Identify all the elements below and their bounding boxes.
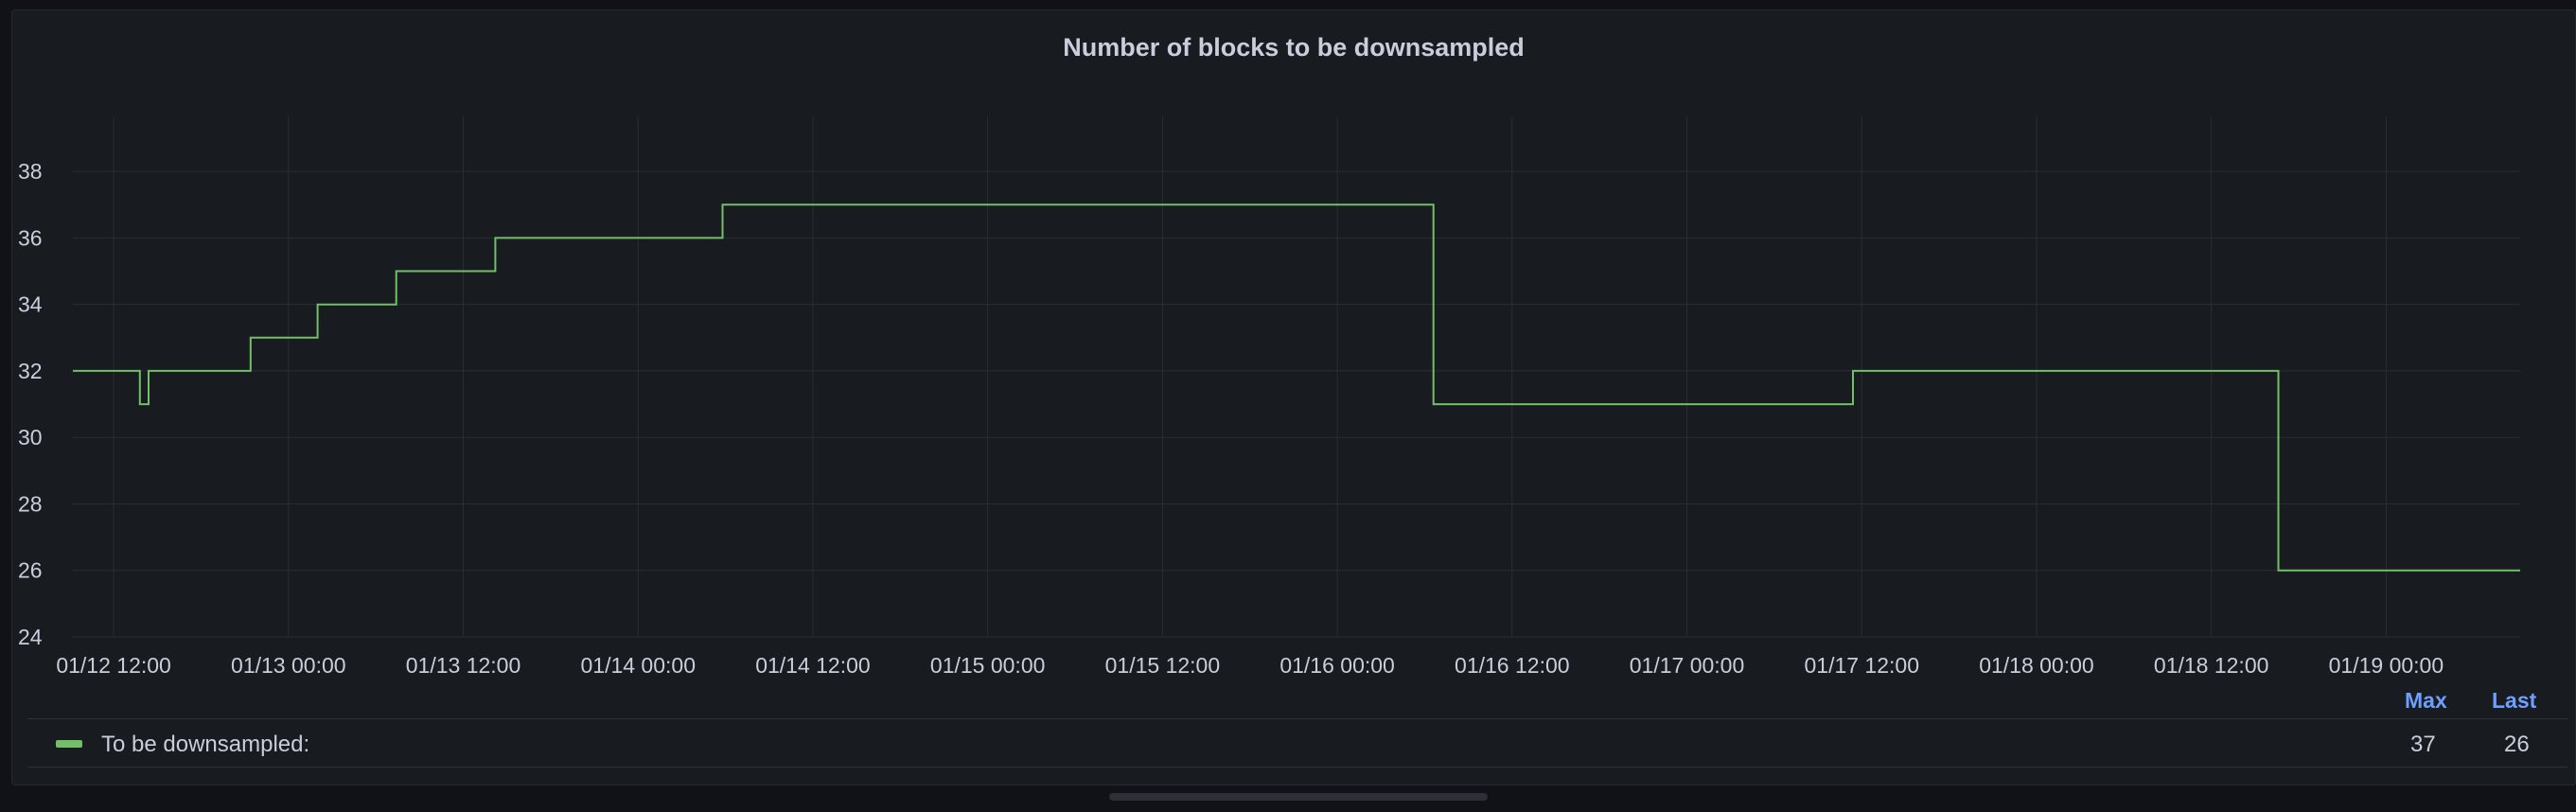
legend-row[interactable]: To be downsampled: 37 26 (27, 718, 2567, 768)
x-tick-label: 01/18 12:00 (2154, 653, 2269, 678)
legend-max-value: 37 (2410, 732, 2436, 757)
chart-panel: Number of blocks to be downsampled 24 26 2… (11, 9, 2576, 786)
x-tick-label: 01/13 12:00 (406, 653, 521, 678)
legend-color-swatch[interactable] (56, 740, 82, 748)
x-tick-label: 01/16 00:00 (1279, 653, 1395, 678)
x-tick-label: 01/14 12:00 (755, 653, 871, 678)
line-chart[interactable]: 24 26 28 30 32 34 36 38 01/12 12:00 01/13 00:00 0… (12, 10, 2575, 692)
x-tick-label: 01/12 12:00 (56, 653, 171, 678)
y-tick-label: 26 (18, 558, 43, 583)
series-line-to-be-downsampled[interactable] (73, 203, 2520, 572)
x-tick-label: 01/19 00:00 (2329, 653, 2444, 678)
x-tick-label: 01/14 00:00 (580, 653, 696, 678)
y-tick-label: 38 (18, 159, 43, 184)
x-tick-label: 01/16 12:00 (1455, 653, 1570, 678)
y-tick-label: 28 (18, 491, 43, 516)
horizontal-scrollbar[interactable] (1109, 793, 1488, 801)
legend-header-max[interactable]: Max (2405, 688, 2447, 713)
legend-header-last[interactable]: Last (2492, 688, 2537, 713)
x-tick-label: 01/15 12:00 (1105, 653, 1221, 678)
y-tick-label: 34 (18, 292, 43, 317)
x-tick-label: 01/18 00:00 (1979, 653, 2094, 678)
x-tick-label: 01/17 00:00 (1630, 653, 1745, 678)
legend-series-name[interactable]: To be downsampled: (101, 732, 310, 757)
x-tick-label: 01/13 00:00 (231, 653, 346, 678)
legend-last-value: 26 (2504, 732, 2530, 757)
x-tick-label: 01/15 00:00 (930, 653, 1046, 678)
y-tick-label: 32 (18, 359, 43, 383)
y-tick-label: 24 (18, 625, 43, 649)
y-tick-label: 30 (18, 425, 43, 450)
panel-title[interactable]: Number of blocks to be downsampled (1063, 33, 1525, 62)
x-tick-label: 01/17 12:00 (1804, 653, 1919, 678)
y-tick-label: 36 (18, 225, 43, 250)
